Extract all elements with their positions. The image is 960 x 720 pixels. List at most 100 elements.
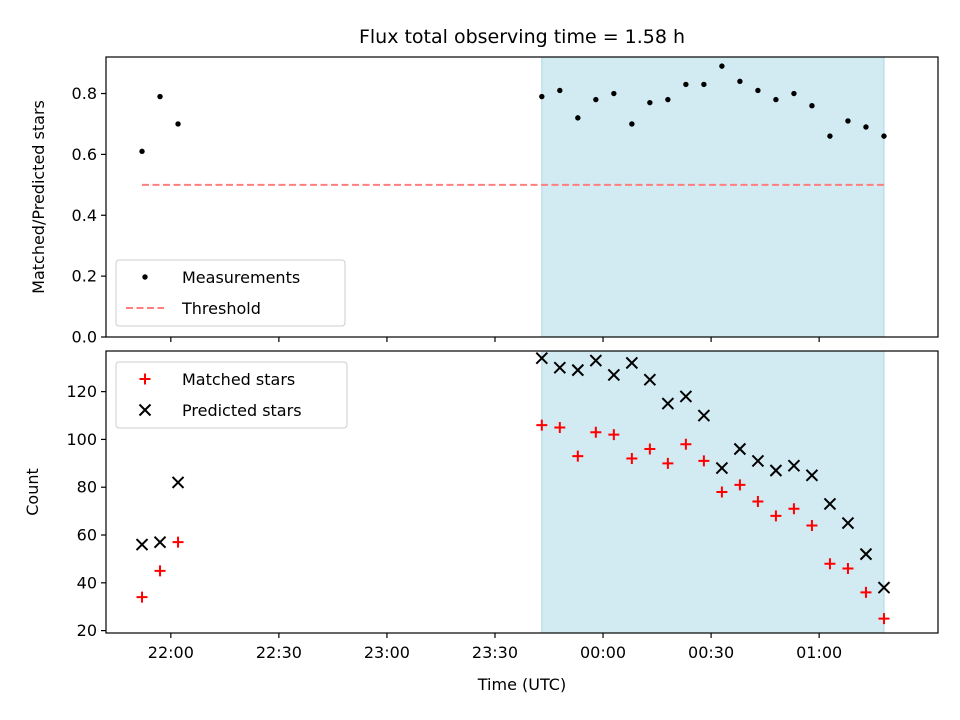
x-axis-label: Time (UTC): [477, 675, 566, 694]
predicted-stars-point: [823, 497, 837, 511]
predicted-stars-point: [643, 373, 657, 386]
predicted-stars-point: [153, 535, 167, 549]
matched-stars-point: [590, 426, 602, 438]
predicted-stars-point: [751, 454, 765, 468]
bottom-y-tick-label: 80: [77, 478, 97, 497]
top-y-axis-label: Matched/Predicted stars: [29, 100, 48, 294]
bottom-y-tick-label: 40: [77, 573, 97, 592]
bottom-panel: 20 40 60 80 100 120 22:00 22:30 23:00 23:30 00:00 0…: [23, 350, 939, 694]
predicted-stars-point: [661, 397, 675, 410]
measurement-point: [719, 63, 725, 69]
predicted-stars-point: [697, 409, 711, 422]
top-legend: Measurements Threshold: [115, 259, 346, 327]
measurement-point: [593, 96, 599, 103]
measurement-point: [701, 81, 707, 88]
legend-label: Measurements: [182, 268, 300, 287]
matched-stars-point: [172, 536, 184, 548]
matched-stars-point: [734, 479, 746, 491]
matched-stars-point: [806, 519, 818, 531]
predicted-stars-point: [135, 538, 149, 551]
predicted-stars-point: [715, 461, 729, 475]
chart-title: Flux total observing time = 1.58 h: [359, 26, 685, 48]
x-tick-label: 22:00: [148, 643, 194, 662]
matched-stars-point: [878, 613, 890, 625]
matched-stars-point: [536, 419, 548, 431]
measurement-point: [629, 121, 635, 127]
legend-label: Predicted stars: [182, 401, 302, 420]
bottom-y-axis-label: Count: [23, 468, 42, 516]
x-tick-label: 23:30: [472, 643, 518, 662]
top-y-tick-label: 0.8: [72, 84, 97, 103]
predicted-stars-point: [625, 356, 639, 370]
matched-stars-point: [788, 503, 800, 515]
matched-stars-point: [842, 562, 854, 574]
predicted-stars-point: [841, 516, 855, 530]
predicted-stars-point: [805, 469, 819, 482]
x-tick-label: 22:30: [256, 643, 302, 662]
matched-stars-point: [770, 510, 782, 522]
predicted-stars-point: [535, 351, 549, 365]
legend-box: [115, 259, 346, 327]
measurement-point: [827, 133, 833, 139]
matched-stars-point: [644, 443, 656, 455]
measurement-point: [611, 90, 617, 97]
top-axes-frame: [105, 56, 939, 338]
legend-label: Threshold: [181, 299, 261, 318]
measurement-point: [665, 96, 671, 103]
matched-stars-point: [608, 429, 620, 441]
observing-interval-shade: [541, 351, 884, 633]
matched-stars-point: [752, 496, 764, 508]
predicted-stars-point: [769, 464, 783, 477]
matched-stars-point: [154, 565, 166, 577]
measurement-point: [809, 102, 815, 109]
matched-stars-point: [554, 421, 566, 433]
legend-label: Matched stars: [182, 370, 295, 389]
top-y-tick-label: 0.0: [72, 328, 97, 347]
measurement-point: [647, 99, 653, 106]
x-tick-label: 00:00: [580, 643, 626, 662]
predicted-stars-point: [877, 581, 891, 594]
measurement-point: [881, 133, 887, 139]
predicted-stars-point: [171, 476, 185, 489]
predicted-stars-point: [589, 354, 603, 367]
x-tick-label: 23:00: [364, 643, 410, 662]
measurement-point: [139, 148, 145, 155]
measurement-point: [755, 87, 761, 94]
predicted-stars-point: [571, 363, 585, 377]
bottom-y-tick-label: 100: [66, 430, 97, 449]
predicted-stars-point: [859, 547, 873, 561]
measurement-point: [845, 118, 851, 124]
measurement-point: [539, 93, 545, 100]
x-tick-label: 01:00: [796, 643, 842, 662]
matched-stars-point: [680, 438, 692, 450]
bottom-legend: Matched stars Predicted stars: [115, 361, 348, 429]
predicted-stars-point: [553, 361, 567, 374]
predicted-stars-point: [733, 442, 747, 456]
matched-stars-point: [572, 450, 584, 462]
top-y-tick-label: 0.6: [72, 145, 97, 164]
matched-stars-point: [860, 586, 872, 598]
legend-marker-measurements: [142, 274, 148, 280]
matched-stars-point: [698, 455, 710, 467]
predicted-stars-point: [787, 459, 801, 472]
measurement-point: [157, 93, 163, 100]
bottom-y-tick-label: 60: [77, 526, 97, 545]
top-panel: 0.00.20.40.60.8 Matched/Predicted stars …: [29, 56, 939, 347]
matched-stars-point: [662, 457, 674, 469]
measurement-point: [863, 124, 869, 130]
bottom-axes-frame: [105, 350, 939, 634]
legend-marker-matched: [139, 373, 151, 385]
measurement-point: [737, 78, 743, 85]
observing-interval-shade: [541, 57, 884, 337]
predicted-stars-point: [607, 368, 621, 382]
measurement-point: [773, 96, 779, 103]
predicted-stars-point: [679, 390, 693, 403]
matched-stars-point: [716, 486, 728, 498]
measurement-point: [791, 90, 797, 97]
matched-stars-point: [136, 591, 148, 603]
measurement-point: [175, 121, 181, 127]
top-y-tick-label: 0.4: [72, 206, 97, 225]
matched-stars-point: [824, 558, 836, 570]
x-tick-label: 00:30: [688, 643, 734, 662]
